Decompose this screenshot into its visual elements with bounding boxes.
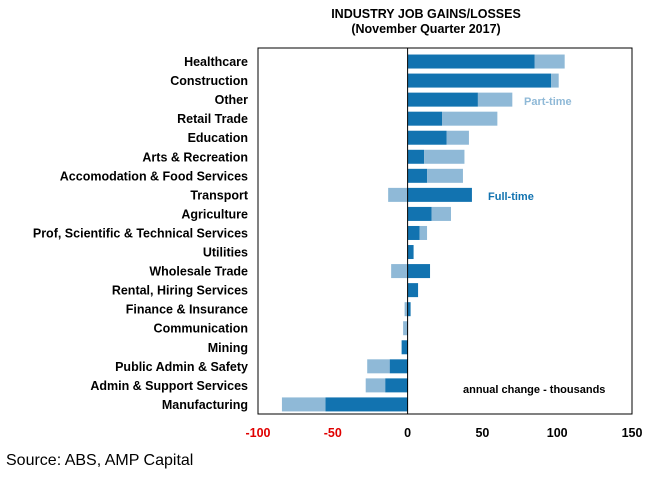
category-label-17: Admin & Support Services [90, 379, 248, 393]
plot-area [257, 47, 633, 415]
category-labels: Healthcare Construction Other Retail Trade E… [33, 55, 249, 412]
category-label-12: Rental, Hiring Services [112, 284, 248, 298]
bar-full-time-7 [407, 187, 472, 202]
bar-part-time-6 [427, 168, 463, 183]
bar-full-time-15 [401, 340, 408, 355]
bar-part-time-18 [281, 397, 326, 412]
category-label-11: Wholesale Trade [149, 265, 248, 279]
category-label-15: Mining [208, 341, 248, 355]
category-label-2: Other [215, 93, 248, 107]
x-tick-label-4: 100 [547, 426, 568, 440]
bar-full-time-3 [407, 111, 443, 126]
bar-full-time-13 [407, 302, 411, 317]
category-label-16: Public Admin & Safety [115, 360, 248, 374]
bar-part-time-11 [391, 264, 408, 279]
category-label-5: Arts & Recreation [142, 150, 248, 164]
x-tick-label-3: 50 [475, 426, 489, 440]
bar-part-time-5 [424, 149, 465, 164]
category-label-14: Communication [154, 322, 248, 336]
chart-title: INDUSTRY JOB GAINS/LOSSES [331, 7, 521, 21]
bar-full-time-11 [407, 264, 431, 279]
category-label-6: Accomodation & Food Services [60, 169, 248, 183]
bar-full-time-12 [407, 283, 419, 298]
legend-full-time: Full-time [488, 191, 534, 203]
category-label-3: Retail Trade [177, 112, 248, 126]
bar-full-time-9 [407, 225, 420, 240]
bar-full-time-10 [407, 245, 414, 260]
units-annotation: annual change - thousands [463, 384, 605, 396]
x-tick-label-1: -50 [324, 426, 342, 440]
bar-full-time-6 [407, 168, 428, 183]
category-label-0: Healthcare [184, 55, 248, 69]
bar-full-time-4 [407, 130, 447, 145]
category-label-9: Prof, Scientific & Technical Services [33, 226, 248, 240]
x-tick-label-2: 0 [404, 426, 411, 440]
category-label-10: Utilities [203, 246, 248, 260]
bar-full-time-16 [389, 359, 408, 374]
legend-part-time: Part-time [524, 96, 572, 108]
bar-full-time-18 [325, 397, 408, 412]
bar-part-time-9 [419, 225, 428, 240]
category-label-1: Construction [170, 74, 248, 88]
bar-part-time-4 [446, 130, 469, 145]
x-axis-ticks: -100 -50 0 50 100 150 [245, 426, 642, 440]
source-note: Source: ABS, AMP Capital [6, 452, 194, 469]
bar-part-time-16 [367, 359, 390, 374]
bar-part-time-17 [365, 378, 386, 393]
bar-part-time-13 [404, 302, 408, 317]
category-label-8: Agriculture [181, 207, 248, 221]
category-label-13: Finance & Insurance [126, 303, 248, 317]
bar-full-time-1 [407, 73, 552, 88]
bar-part-time-7 [388, 187, 408, 202]
bar-full-time-2 [407, 92, 478, 107]
chart-subtitle: (November Quarter 2017) [351, 22, 500, 36]
x-tick-label-5: 150 [622, 426, 643, 440]
bar-part-time-2 [477, 92, 513, 107]
bar-part-time-0 [534, 54, 565, 69]
bar-full-time-5 [407, 149, 425, 164]
bar-full-time-8 [407, 206, 432, 221]
bar-part-time-14 [403, 321, 408, 336]
x-tick-label-0: -100 [245, 426, 270, 440]
category-label-18: Manufacturing [162, 398, 248, 412]
bar-part-time-3 [442, 111, 498, 126]
bars [281, 54, 565, 412]
bar-part-time-1 [551, 73, 559, 88]
category-label-4: Education [188, 131, 248, 145]
bar-full-time-0 [407, 54, 535, 69]
bar-part-time-8 [431, 206, 451, 221]
bar-full-time-17 [385, 378, 408, 393]
category-label-7: Transport [190, 188, 248, 202]
